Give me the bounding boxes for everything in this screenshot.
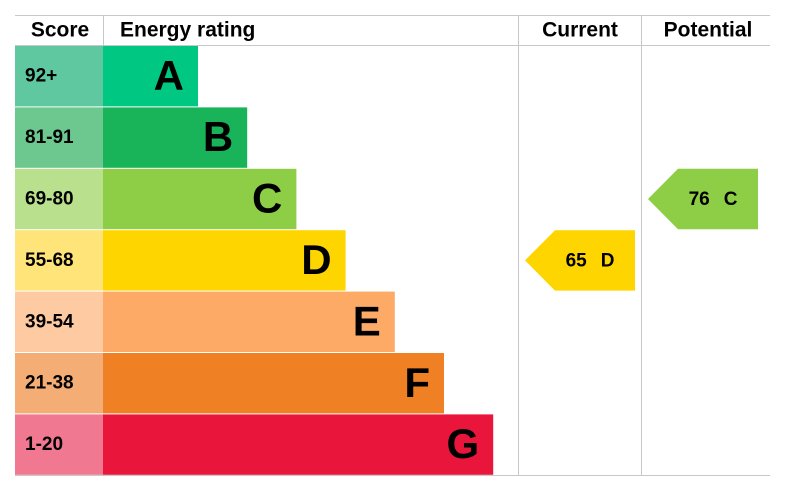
- score-cell: [15, 353, 103, 414]
- rating-bar: [103, 46, 198, 107]
- score-label: 1-20: [25, 434, 63, 455]
- score-cell: [15, 291, 103, 352]
- current-arrow: [525, 230, 635, 291]
- rating-letter: B: [203, 113, 233, 160]
- score-label: 81-91: [25, 127, 74, 148]
- score-cell: [15, 414, 103, 475]
- header-rating: Energy rating: [120, 19, 255, 42]
- score-label: 39-54: [25, 311, 74, 332]
- rating-bar: [103, 414, 494, 475]
- potential-arrow: [648, 168, 758, 230]
- score-cell: [15, 230, 103, 291]
- rating-bar: [103, 107, 248, 168]
- rating-letter: C: [252, 175, 282, 222]
- header-current: Current: [542, 19, 618, 42]
- header-score: Score: [31, 19, 89, 42]
- current-letter: D: [601, 250, 615, 271]
- rating-bar: [103, 230, 346, 291]
- score-label: 69-80: [25, 189, 74, 210]
- score-cell: [15, 168, 103, 230]
- rating-letter: A: [154, 52, 184, 99]
- potential-value: 76: [689, 189, 710, 210]
- table-lines: [15, 15, 770, 476]
- score-label: 21-38: [25, 373, 74, 394]
- rating-letter: G: [447, 420, 480, 467]
- score-label: 55-68: [25, 250, 74, 271]
- current-value: 65: [566, 250, 588, 271]
- rating-letter: E: [353, 297, 381, 344]
- score-label: 92+: [25, 66, 57, 87]
- rating-letter: D: [301, 236, 331, 283]
- rating-bar: [103, 291, 395, 352]
- current-label: 65 D: [566, 250, 615, 271]
- rating-letter: F: [404, 359, 430, 406]
- rating-bar: [103, 168, 297, 230]
- potential-letter: C: [724, 189, 738, 210]
- score-cell: [15, 46, 103, 107]
- rating-bar: [103, 353, 444, 414]
- header-potential: Potential: [664, 19, 753, 42]
- potential-label: 76 C: [689, 189, 738, 210]
- score-cell: [15, 107, 103, 168]
